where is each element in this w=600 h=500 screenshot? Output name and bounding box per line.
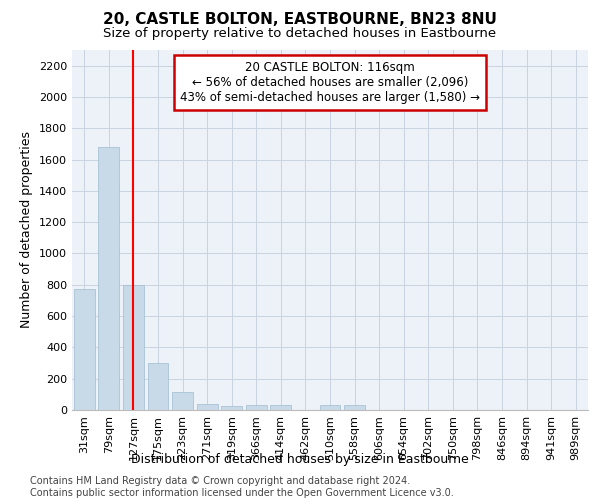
- Bar: [320, 404, 340, 410]
- Bar: [123, 285, 144, 410]
- Y-axis label: Number of detached properties: Number of detached properties: [20, 132, 34, 328]
- Text: 20, CASTLE BOLTON, EASTBOURNE, BN23 8NU: 20, CASTLE BOLTON, EASTBOURNE, BN23 8NU: [103, 12, 497, 28]
- Text: Distribution of detached houses by size in Eastbourne: Distribution of detached houses by size …: [131, 452, 469, 466]
- Bar: [148, 363, 169, 410]
- Text: Size of property relative to detached houses in Eastbourne: Size of property relative to detached ho…: [103, 28, 497, 40]
- Bar: [74, 290, 95, 410]
- Text: Contains HM Land Registry data © Crown copyright and database right 2024.
Contai: Contains HM Land Registry data © Crown c…: [30, 476, 454, 498]
- Bar: [221, 406, 242, 410]
- Bar: [344, 406, 365, 410]
- Bar: [98, 147, 119, 410]
- Bar: [172, 392, 193, 410]
- Bar: [246, 404, 267, 410]
- Bar: [271, 404, 292, 410]
- Text: 20 CASTLE BOLTON: 116sqm
← 56% of detached houses are smaller (2,096)
43% of sem: 20 CASTLE BOLTON: 116sqm ← 56% of detach…: [180, 61, 480, 104]
- Bar: [197, 404, 218, 410]
